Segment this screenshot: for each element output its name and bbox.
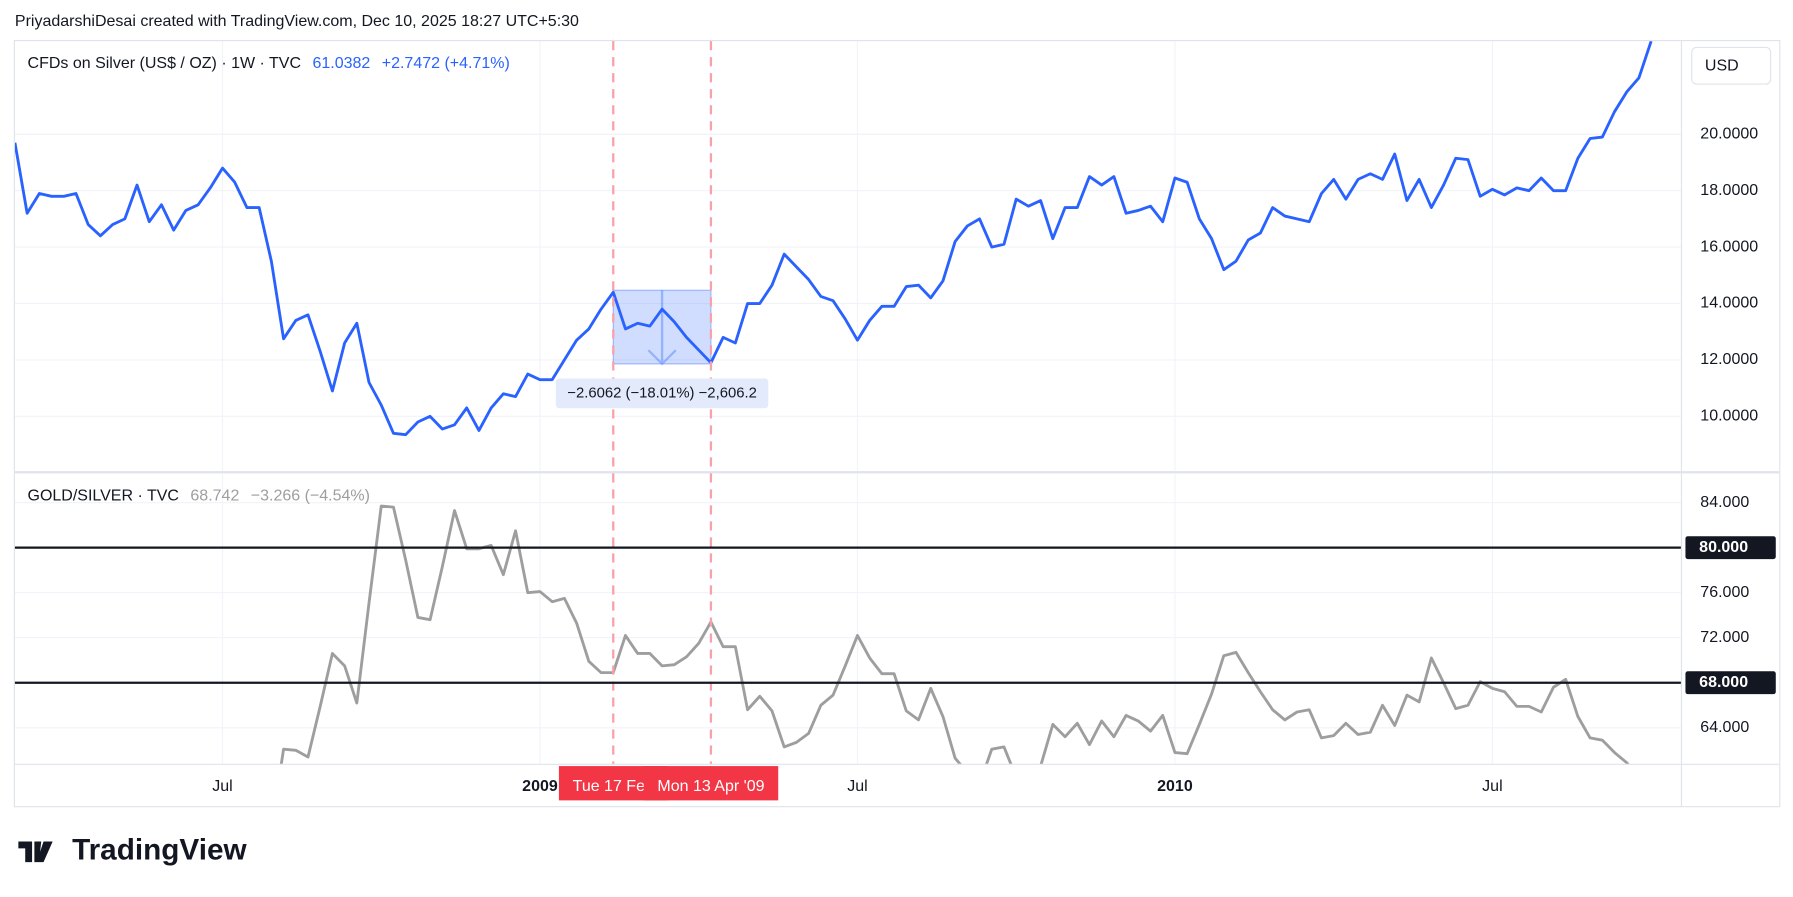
date-label-box bbox=[643, 766, 779, 801]
y-tick-label: 20.0000 bbox=[1700, 125, 1758, 142]
measure-arrow bbox=[647, 290, 677, 366]
y-tick-label: 18.0000 bbox=[1700, 182, 1758, 199]
x-tick-label: 2009 bbox=[522, 778, 558, 795]
legend-title: GOLD/SILVER · TVC bbox=[28, 487, 179, 504]
hline-label-box bbox=[1685, 671, 1776, 695]
currency-button[interactable] bbox=[1691, 46, 1772, 85]
y-tick-label: 72.000 bbox=[1700, 629, 1749, 646]
legend-change: −3.266 (−4.54%) bbox=[251, 487, 370, 504]
y-tick-label: 64.000 bbox=[1700, 719, 1749, 736]
x-tick-label: Jul bbox=[1482, 778, 1502, 795]
measure-label: −2.6062 (−18.01%) −2,606.2 bbox=[567, 385, 757, 401]
series-line bbox=[279, 504, 1630, 764]
date-label-text: Mon 13 Apr '09 bbox=[657, 778, 764, 795]
header-credit: PriyadarshiDesai created with TradingVie… bbox=[15, 13, 579, 30]
y-tick-label: 12.0000 bbox=[1700, 351, 1758, 368]
y-tick-label: 10.0000 bbox=[1700, 408, 1758, 425]
legend-change: +2.7472 (+4.71%) bbox=[382, 55, 510, 72]
legend-last: 68.742 bbox=[190, 487, 239, 504]
logo-text: TradingView bbox=[72, 834, 247, 867]
date-label: Mon 13 Apr '09 bbox=[643, 766, 779, 801]
y-tick-label: 14.0000 bbox=[1700, 295, 1758, 312]
measure-box bbox=[612, 289, 712, 365]
logo: TradingView bbox=[18, 834, 248, 867]
logo-mark bbox=[18, 841, 53, 863]
y-tick-label: 84.000 bbox=[1700, 494, 1749, 511]
marks bbox=[14, 41, 1653, 764]
grid bbox=[14, 41, 1681, 764]
currency-label[interactable]: USD bbox=[1705, 58, 1739, 75]
hline-label-box bbox=[1685, 536, 1776, 560]
measure-label-box bbox=[555, 378, 769, 409]
x-tick-label: Jul bbox=[847, 778, 867, 795]
y-tick-label: 76.000 bbox=[1700, 584, 1749, 601]
legend-last: 61.0382 bbox=[312, 55, 370, 72]
overlays: Jul 2009 Jul 2010 Jul 10.0000 12.0000 14.0000 16… bbox=[14, 41, 1776, 801]
series-line bbox=[14, 41, 1653, 437]
legend-title: CFDs on Silver (US$ / OZ) · 1W · TVC bbox=[28, 55, 302, 72]
chart-frame bbox=[13, 40, 1781, 808]
y-tick-label: 16.0000 bbox=[1700, 238, 1758, 255]
x-tick-label: 2010 bbox=[1157, 778, 1193, 795]
x-tick-label: Jul bbox=[212, 778, 232, 795]
date-label-text: Tue 17 Feb bbox=[573, 778, 654, 795]
hline-label: 68.000 bbox=[1699, 674, 1748, 691]
hline-label: 80.000 bbox=[1699, 539, 1748, 556]
